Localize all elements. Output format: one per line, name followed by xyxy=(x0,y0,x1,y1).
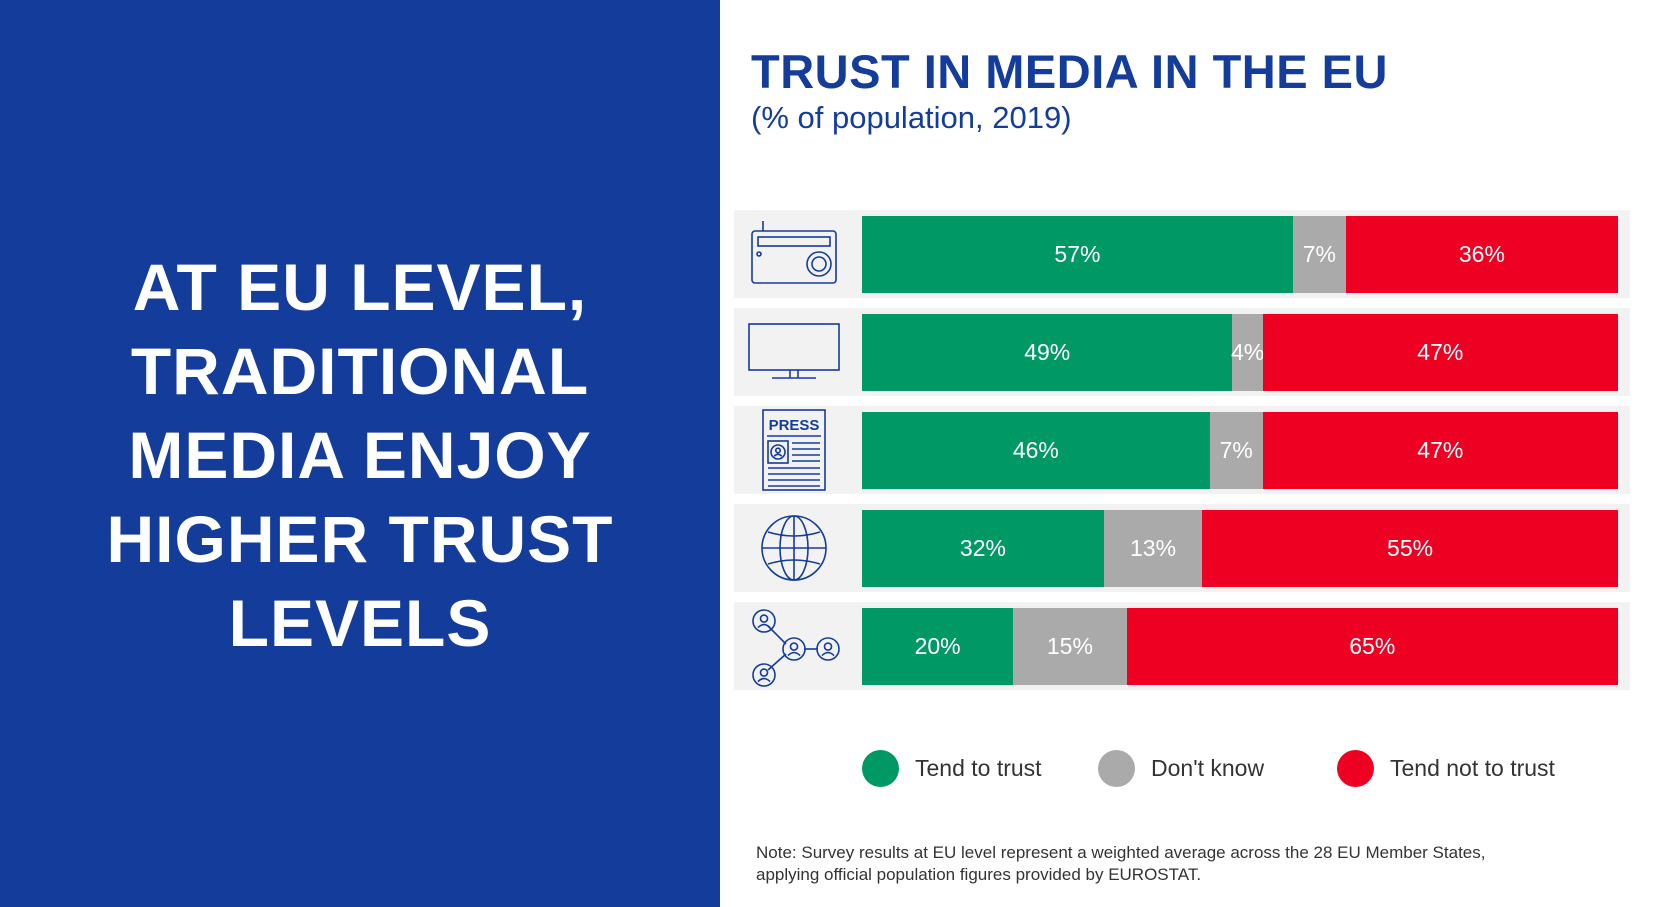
bar-segment: 20% xyxy=(862,608,1014,685)
legend-label: Tend to trust xyxy=(915,755,1042,781)
stacked-bar: 32% 13% 55% xyxy=(862,510,1618,587)
stacked-bar: 57% 7% 36% xyxy=(862,216,1618,293)
bar-row-television: 49% 4% 47% xyxy=(734,308,1630,396)
bar-segment: 7% xyxy=(1292,216,1346,293)
bar-row-radio: 57% 7% 36% xyxy=(734,210,1630,298)
footnote: Note: Survey results at EU level represe… xyxy=(756,843,1486,884)
bar-row-press: PRESS 46% 7% 47% xyxy=(734,406,1630,494)
stacked-bar: 46% 7% 47% xyxy=(862,412,1618,489)
bar-segment: 65% xyxy=(1126,608,1618,685)
legend-swatch xyxy=(862,750,899,787)
data-label: 4% xyxy=(1230,339,1265,365)
data-label: 20% xyxy=(914,633,961,659)
legend-swatch xyxy=(1098,750,1135,787)
chart-title: TRUST IN MEDIA IN THE EU xyxy=(751,45,1388,98)
social-network-icon xyxy=(742,606,846,687)
bar-segment: 46% xyxy=(862,412,1210,489)
bar-segment: 49% xyxy=(862,314,1233,391)
radio-icon xyxy=(742,214,846,294)
bar-segment: 13% xyxy=(1103,510,1203,587)
chart-subtitle: (% of population, 2019) xyxy=(751,100,1072,135)
legend-swatch xyxy=(1337,750,1374,787)
bar-segment: 55% xyxy=(1202,510,1618,587)
stacked-bar: 20% 15% 65% xyxy=(862,608,1618,685)
data-label: 36% xyxy=(1458,241,1505,267)
legend-label: Don't know xyxy=(1151,755,1265,781)
television-icon xyxy=(742,312,846,392)
chart-legend: Tend to trust Don't know Tend not to trust xyxy=(862,750,1642,790)
legend-label: Tend not to trust xyxy=(1390,755,1555,781)
left-panel: AT EU LEVEL, TRADITIONAL MEDIA ENJOY HIG… xyxy=(0,0,720,907)
bar-segment: 32% xyxy=(862,510,1104,587)
bar-segment: 4% xyxy=(1230,314,1265,391)
bar-segment: 47% xyxy=(1262,412,1618,489)
headline: AT EU LEVEL, TRADITIONAL MEDIA ENJOY HIG… xyxy=(106,249,614,660)
stacked-bar-chart: 57% 7% 36% 49% 4% 47% PRESS 46% 7% 47% 32% 13% 55% 20… xyxy=(734,210,1630,715)
legend-item: Tend not to trust xyxy=(1337,750,1555,787)
bar-segment: 7% xyxy=(1209,412,1263,489)
legend-item: Tend to trust xyxy=(862,750,1042,787)
legend-item: Don't know xyxy=(1098,750,1264,787)
bar-row-social-networks: 20% 15% 65% xyxy=(734,602,1630,690)
data-label: 57% xyxy=(1054,241,1101,267)
data-label: 46% xyxy=(1012,437,1059,463)
data-label: 49% xyxy=(1024,339,1071,365)
data-label: 47% xyxy=(1417,339,1464,365)
data-label: 65% xyxy=(1349,633,1396,659)
data-label: 55% xyxy=(1387,535,1434,561)
data-label: 7% xyxy=(1302,241,1336,267)
svg-text:PRESS: PRESS xyxy=(769,417,820,434)
data-label: 7% xyxy=(1219,437,1253,463)
globe-icon xyxy=(742,508,846,588)
chart-panel: TRUST IN MEDIA IN THE EU (% of populatio… xyxy=(720,0,1655,907)
data-label: 47% xyxy=(1417,437,1464,463)
press-icon: PRESS xyxy=(742,409,846,491)
data-label: 13% xyxy=(1130,535,1177,561)
data-label: 15% xyxy=(1046,633,1093,659)
bar-segment: 57% xyxy=(862,216,1293,293)
data-label: 32% xyxy=(959,535,1006,561)
bar-segment: 47% xyxy=(1262,314,1618,391)
stacked-bar: 49% 4% 47% xyxy=(862,314,1618,391)
bar-row-internet: 32% 13% 55% xyxy=(734,504,1630,592)
bar-segment: 36% xyxy=(1345,216,1618,293)
bar-segment: 15% xyxy=(1013,608,1127,685)
